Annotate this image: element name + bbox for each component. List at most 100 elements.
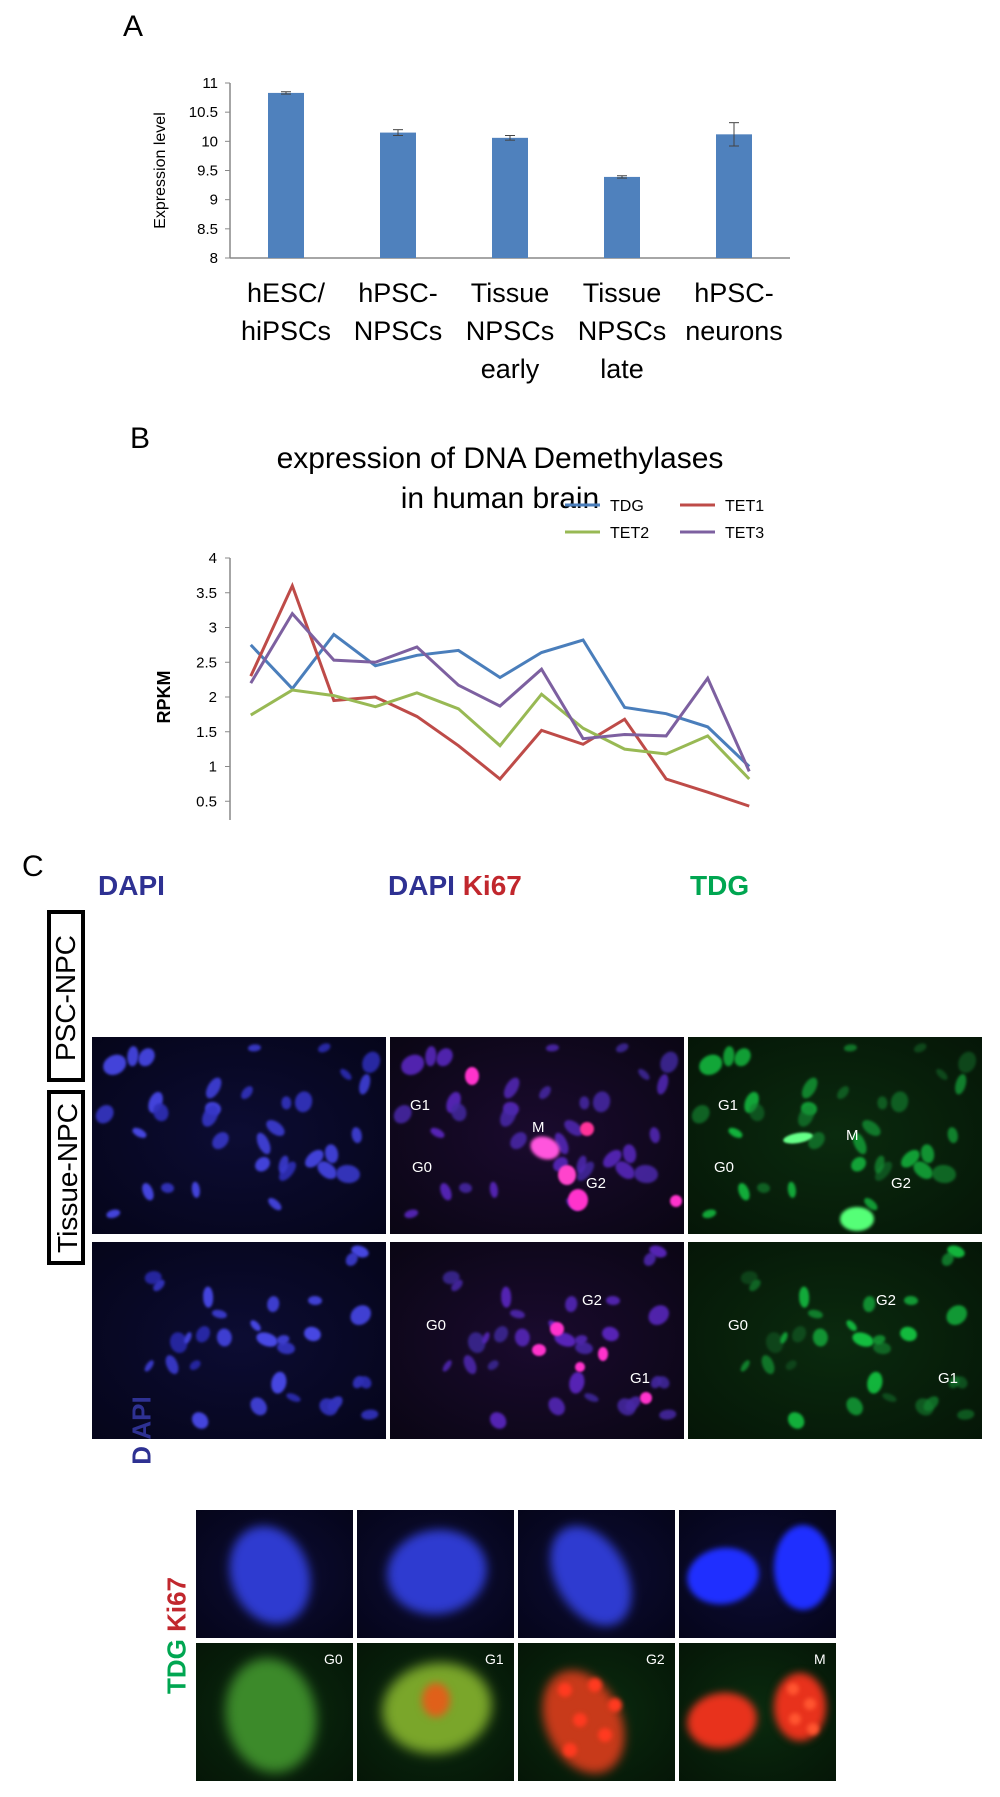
cell-nucleus <box>211 1308 228 1319</box>
cell-nucleus <box>139 1181 156 1203</box>
row-label-box-psc: PSC-NPC <box>47 910 85 1082</box>
bar <box>268 92 304 259</box>
cell-nucleus <box>904 1295 919 1306</box>
header-dapi: DAPI <box>98 870 165 901</box>
micrograph-d-dapi-g2 <box>518 1510 675 1638</box>
cell-nucleus <box>567 1370 587 1395</box>
y-tick-label: 9 <box>210 192 218 209</box>
cell-nucleus <box>182 1331 193 1345</box>
cell-nucleus <box>465 1067 479 1085</box>
y-axis-label: RPKM <box>154 671 174 724</box>
phase-label: M <box>846 1127 859 1144</box>
chart-title: expression of DNA Demethylases <box>277 442 724 475</box>
cell-nucleus <box>500 1286 512 1307</box>
cell-nucleus <box>789 1713 801 1725</box>
cell-nucleus <box>731 1045 754 1070</box>
bar <box>716 134 752 258</box>
cell-nucleus <box>590 1089 612 1114</box>
line-chart-demethylases: expression of DNA Demethylases in human b… <box>154 442 764 820</box>
cell-nucleus <box>266 1295 281 1313</box>
cell-nucleus <box>656 1048 682 1077</box>
cell-nucleus <box>615 1041 630 1054</box>
cell-nucleus <box>682 1687 762 1754</box>
series-line <box>249 611 751 772</box>
cell-nucleus <box>859 1117 883 1140</box>
cell-nucleus <box>722 1045 735 1067</box>
cell-nucleus <box>131 1125 149 1140</box>
micrograph-d-merge-g0: G0 <box>196 1643 353 1781</box>
cell-nucleus <box>263 1117 287 1140</box>
cell-nucleus <box>648 1126 662 1144</box>
y-tick-label: 8.5 <box>197 221 218 238</box>
cell-nucleus <box>774 1525 832 1610</box>
phase-label: G1 <box>938 1370 959 1387</box>
cell-nucleus <box>633 1164 659 1185</box>
cell-nucleus <box>535 1083 553 1102</box>
cell-nucleus <box>247 1042 262 1052</box>
cell-nucleus <box>843 1042 858 1052</box>
row-label-box-tissue: Tissue-NPC <box>47 1090 85 1265</box>
cell-nucleus <box>778 1331 789 1345</box>
x-category-label: neurons <box>685 316 783 346</box>
cell-nucleus <box>573 1713 587 1727</box>
y-tick-label: 3.5 <box>196 585 217 602</box>
x-category-label: early <box>481 354 540 384</box>
x-category-label: NPSCs <box>354 316 443 346</box>
cell-nucleus <box>491 1323 511 1345</box>
cell-nucleus <box>335 1164 361 1185</box>
cell-nucleus <box>424 1045 437 1067</box>
phase-label: G1 <box>485 1651 504 1667</box>
cell-nucleus <box>913 1041 928 1054</box>
micrograph-d-merge-g2: G2 <box>518 1643 675 1781</box>
x-category-label: hESC/ <box>247 278 326 308</box>
y-tick-label: 8 <box>210 250 218 267</box>
phase-label: G0 <box>412 1159 433 1176</box>
micrograph-d-merge-g1: G1 <box>357 1643 514 1781</box>
cell-nucleus <box>486 1408 511 1433</box>
cell-nucleus <box>437 1181 454 1203</box>
cell-nucleus <box>599 1324 621 1344</box>
cell-nucleus <box>266 1195 284 1212</box>
cell-nucleus <box>811 1327 829 1348</box>
legend-label: TET2 <box>610 525 649 542</box>
micrograph-tissue-tdg: G2 G0 G1 <box>688 1242 982 1439</box>
cell-nucleus <box>104 1207 121 1220</box>
x-category-label: hPSC- <box>694 278 774 308</box>
row-label-psc-npc: PSC-NPC <box>50 935 81 1062</box>
x-category-label: NPSCs <box>578 316 667 346</box>
cell-nucleus <box>317 1041 332 1054</box>
cell-nucleus <box>202 1074 225 1101</box>
cell-nucleus <box>798 1286 810 1307</box>
cell-nucleus <box>92 1101 118 1127</box>
row-label-tissue-npc: Tissue-NPC <box>52 1103 83 1253</box>
y-tick-label: 9.5 <box>197 163 218 180</box>
cell-nucleus <box>787 1181 798 1198</box>
legend-label: TET3 <box>725 525 764 542</box>
row-label-d-merge: TDG Ki67 <box>162 1551 193 1721</box>
x-category-label: NPSCs <box>466 316 555 346</box>
y-tick-label: 4 <box>209 550 217 567</box>
y-tick-label: 1 <box>209 759 217 776</box>
legend-label: TET1 <box>725 498 764 515</box>
cell-nucleus <box>727 1125 745 1140</box>
cell-nucleus <box>558 1165 576 1185</box>
phase-label: G2 <box>876 1292 897 1309</box>
micrograph-d-dapi-m <box>679 1510 836 1638</box>
row-label-d-dapi: D API <box>126 1396 157 1465</box>
panel-letter-a: A <box>123 10 144 43</box>
y-tick-label: 10.5 <box>189 104 218 121</box>
cell-nucleus <box>380 1521 494 1623</box>
cell-nucleus <box>358 1048 384 1077</box>
cell-nucleus <box>807 1308 824 1319</box>
micrograph-tissue-dapi <box>92 1242 386 1439</box>
cell-nucleus <box>216 1514 324 1636</box>
cell-nucleus <box>862 1295 877 1313</box>
phase-label: G2 <box>586 1175 607 1192</box>
bar <box>492 137 528 258</box>
cell-nucleus <box>458 1182 474 1195</box>
cell-nucleus <box>285 1391 302 1404</box>
header-merge-ki67: Ki67 <box>462 870 522 901</box>
phase-label: G2 <box>646 1651 665 1667</box>
row-label-d-ki67: Ki67 <box>161 1576 192 1632</box>
cell-nucleus <box>215 1327 233 1348</box>
